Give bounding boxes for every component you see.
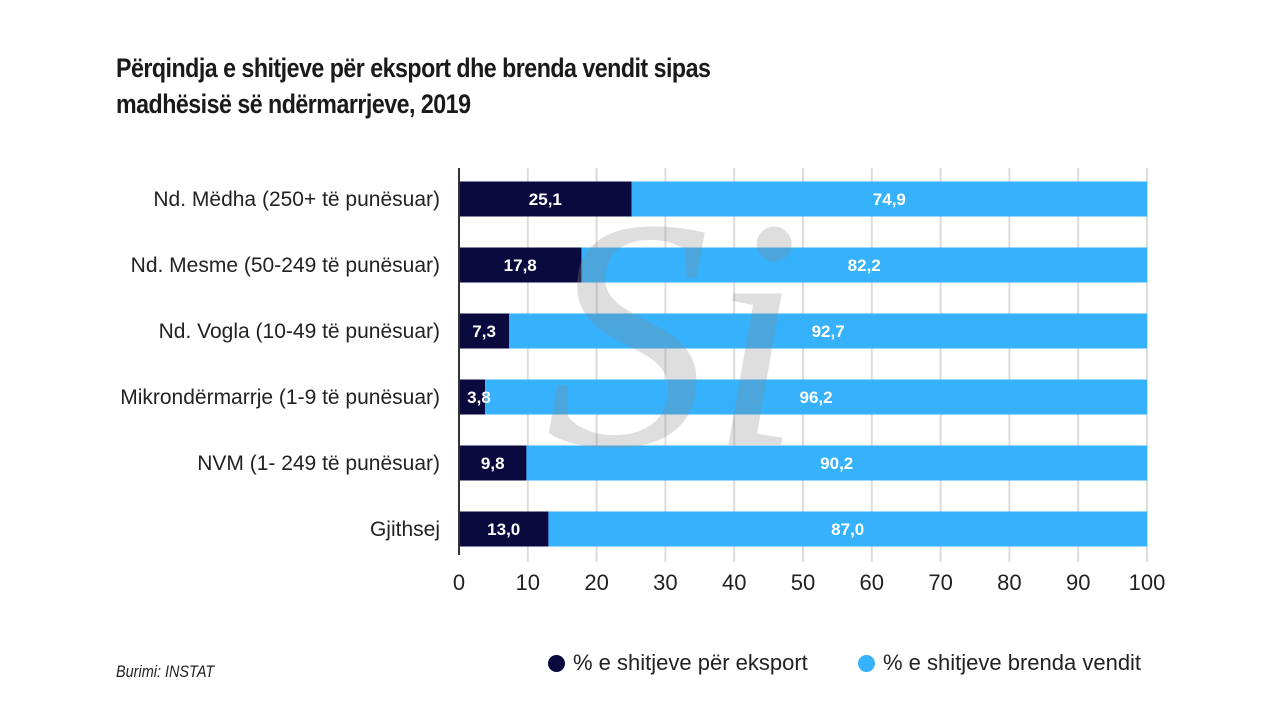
source-note: Burimi: INSTAT [116,662,215,681]
value-label-domestic: 90,2 [820,454,853,473]
category-label: Mikrondërmarrje (1-9 të punësuar) [120,386,440,409]
legend-label-domestic: % e shitjeve brenda vendit [883,650,1142,675]
x-tick-label: 60 [860,570,884,595]
bar-export [459,511,549,547]
value-label-export: 17,8 [504,256,537,275]
category-label: Nd. Vogla (10-49 të punësuar) [159,320,440,343]
bars [459,181,1147,547]
value-label-export: 9,8 [481,454,505,473]
gridlines [526,168,1148,562]
chart-title: Përqindja e shitjeve për eksport dhe bre… [116,50,711,122]
value-label-domestic: 82,2 [848,256,881,275]
category-label: Nd. Mesme (50-249 të punësuar) [131,254,440,277]
legend-swatch-export [548,654,565,672]
x-tick-label: 100 [1129,570,1166,595]
value-label-domestic: 92,7 [812,322,845,341]
bar-domestic [548,511,1147,547]
bar-export [459,247,582,283]
value-label-domestic: 96,2 [800,388,833,407]
x-tick-label: 10 [516,570,540,595]
bar-domestic [581,247,1147,283]
watermark-logo: Si [545,152,802,517]
legend-swatch-domestic [858,654,875,672]
x-tick-label: 30 [653,570,677,595]
x-tick-label: 90 [1066,570,1090,595]
bar-domestic [509,313,1147,349]
bar-domestic [526,445,1147,481]
x-tick-label: 70 [928,570,952,595]
category-label: NVM (1- 249 të punësuar) [197,452,440,475]
legend-item-domestic: % e shitjeve brenda vendit [858,650,1141,676]
chart-title-line-1: Përqindja e shitjeve për eksport dhe bre… [116,53,711,83]
bar-domestic [631,181,1147,217]
value-label-domestic: 74,9 [873,190,906,209]
bar-export [459,181,632,217]
x-tick-label: 50 [791,570,815,595]
x-axis-ticks: 0 10 20 30 40 50 60 70 80 90 100 [453,570,1165,595]
value-label-export: 25,1 [529,190,562,209]
value-label-export: 13,0 [487,520,520,539]
value-label-domestic: 87,0 [831,520,864,539]
bar-domestic [485,379,1147,415]
bar-export [459,379,486,415]
x-tick-label: 40 [722,570,746,595]
x-tick-label: 0 [453,570,465,595]
chart-title-line-2: madhësisë së ndërmarrjeve, 2019 [116,89,471,119]
category-label: Nd. Mëdha (250+ të punësuar) [153,188,440,211]
category-label: Gjithsej [370,518,440,541]
value-label-export: 3,8 [467,388,491,407]
value-label-export: 7,3 [472,322,496,341]
category-labels: Nd. Mëdha (250+ të punësuar) Nd. Mesme (5… [120,188,440,541]
bar-export [459,445,527,481]
x-tick-label: 80 [997,570,1021,595]
bar-export [459,313,510,349]
value-labels: 25,1 74,9 17,8 82,2 7,3 92,7 3,8 96,2 9,8 90,2 13,… [467,190,906,539]
legend-item-export: % e shitjeve për eksport [548,650,808,676]
x-tick-label: 20 [584,570,608,595]
legend-label-export: % e shitjeve për eksport [573,650,808,675]
